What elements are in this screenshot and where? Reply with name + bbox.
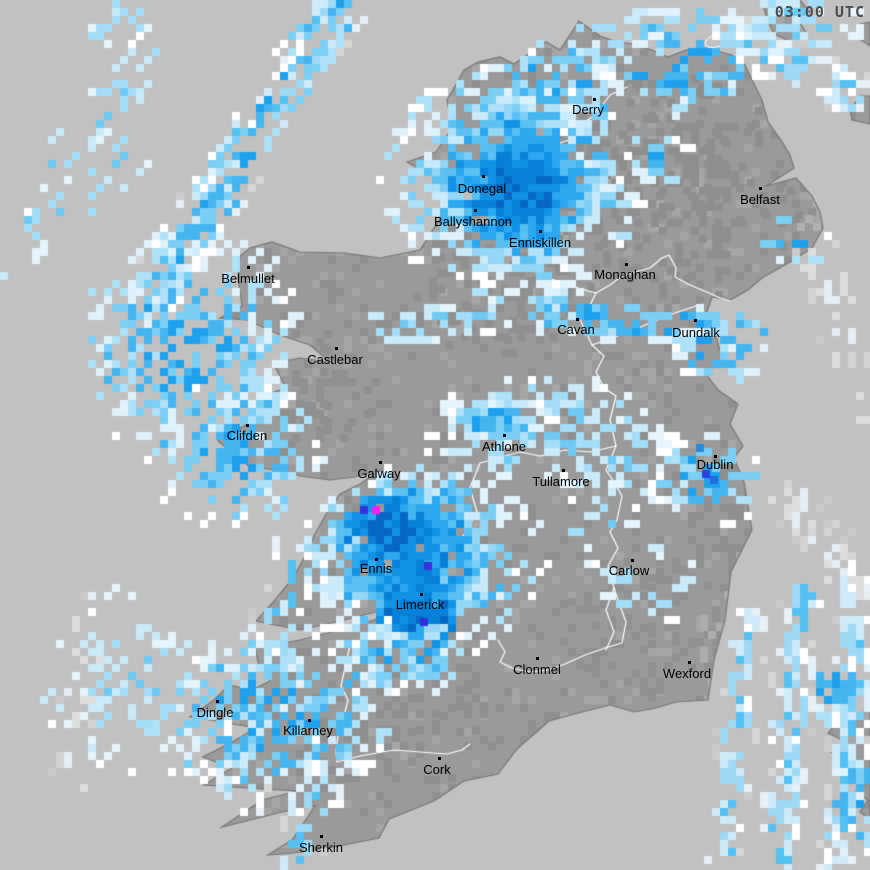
city-dot — [320, 835, 323, 838]
city-dot — [308, 719, 311, 722]
city-dot — [625, 263, 628, 266]
city-dot — [474, 209, 477, 212]
city-dot — [536, 657, 539, 660]
city-dot — [539, 230, 542, 233]
city-dot — [631, 559, 634, 562]
city-dot — [335, 347, 338, 350]
city-dot — [375, 558, 378, 561]
city-dot — [593, 98, 596, 101]
city-dot — [714, 455, 717, 458]
city-dot — [562, 469, 565, 472]
city-dot — [694, 319, 697, 322]
city-dot — [438, 757, 441, 760]
city-dot — [503, 434, 506, 437]
city-dot — [688, 661, 691, 664]
city-dot — [759, 187, 762, 190]
city-dot — [482, 175, 485, 178]
city-dot — [246, 424, 249, 427]
city-dot — [247, 266, 250, 269]
city-dot — [216, 700, 219, 703]
city-dot — [420, 593, 423, 596]
timestamp-label: 03:00 UTC — [774, 3, 865, 21]
city-dot — [576, 318, 579, 321]
city-dot — [379, 461, 382, 464]
